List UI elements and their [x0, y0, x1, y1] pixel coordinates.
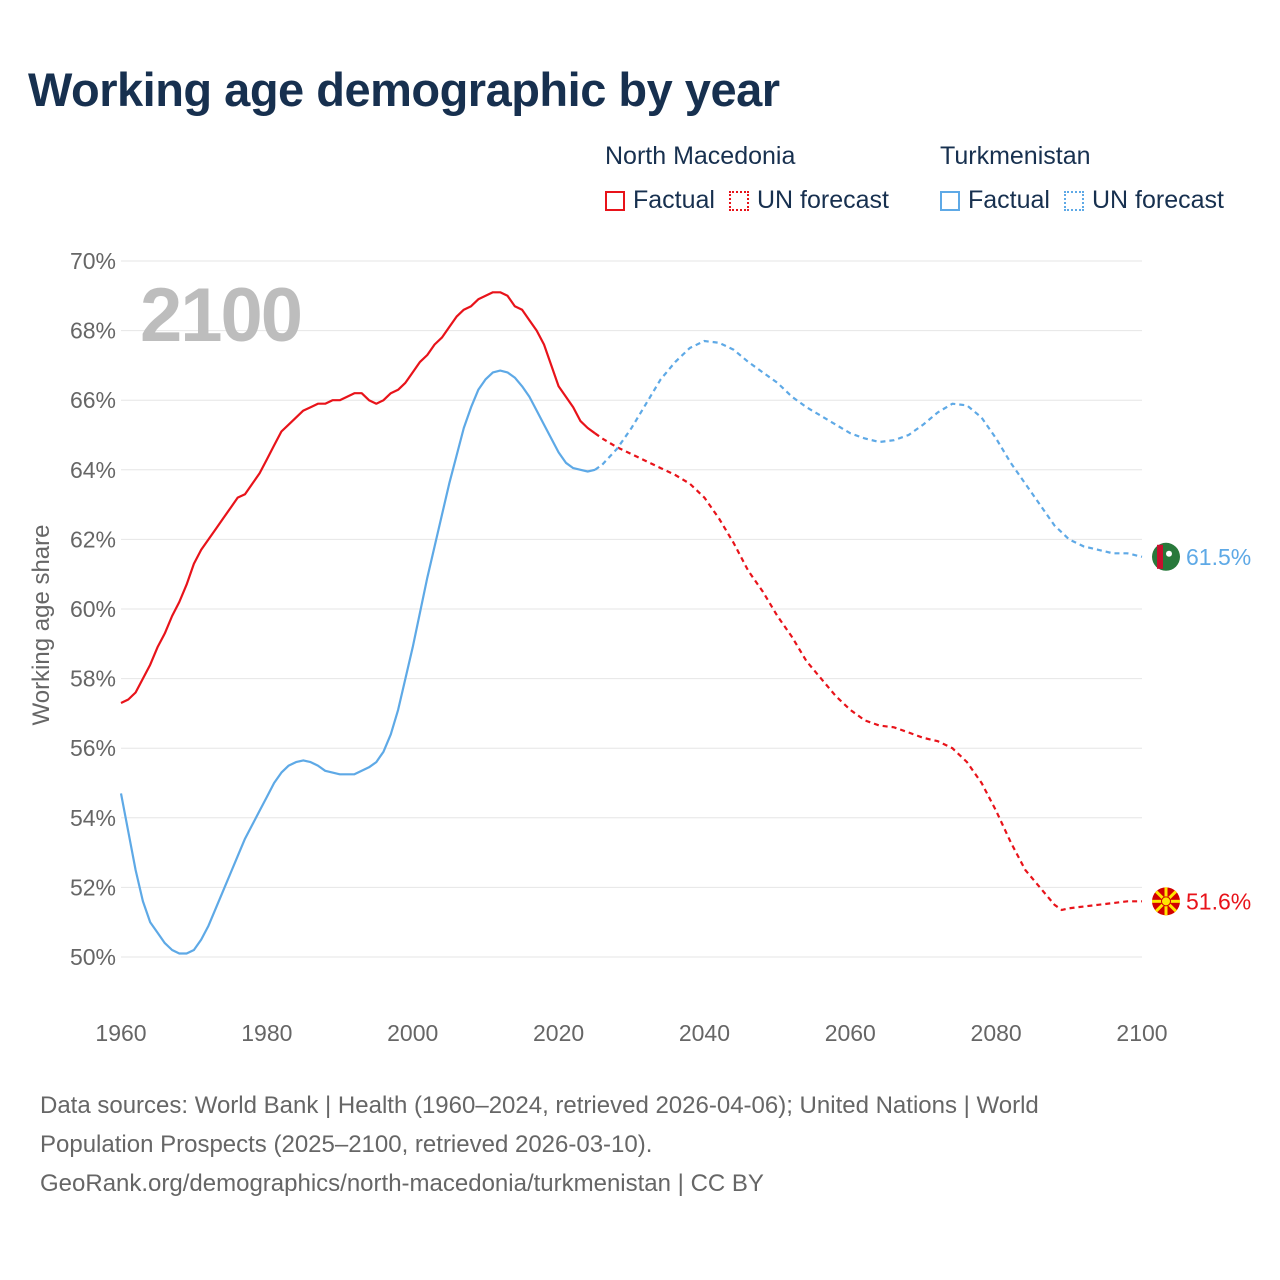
legend-item-forecast[interactable]: UN forecast	[728, 186, 889, 215]
footer-sources-line2: Population Prospects (2025–2100, retriev…	[40, 1131, 653, 1158]
x-tick-label: 2040	[679, 1020, 730, 1046]
x-tick-label: 2100	[1116, 1020, 1167, 1046]
y-tick-label: 70%	[70, 248, 116, 274]
y-tick-label: 54%	[70, 805, 116, 831]
footer: Data sources: World Bank | Health (1960–…	[40, 1086, 1220, 1203]
x-tick-label: 2020	[533, 1020, 584, 1046]
flag-stripe	[1157, 544, 1163, 569]
series-line-forecast	[594, 432, 1142, 912]
legend-group-north-macedonia: North Macedonia Factual UN forecast	[605, 142, 903, 215]
y-tick-label: 64%	[70, 457, 116, 483]
flag-sun	[1161, 896, 1171, 907]
y-tick-label: 52%	[70, 874, 116, 900]
footer-sources-line1: Data sources: World Bank | Health (1960–…	[40, 1092, 1039, 1119]
end-value-label: 51.6%	[1186, 888, 1251, 914]
series-line-factual	[120, 291, 596, 704]
footer-link[interactable]: GeoRank.org/demographics/north-macedonia…	[40, 1170, 764, 1197]
y-tick-label: 62%	[70, 526, 116, 552]
chart-title: Working age demographic by year	[28, 63, 780, 116]
line-chart: 50% 52% 54% 56% 58% 60% 62% 64% 66% 68% 70% 1960 198…	[70, 248, 1251, 1046]
flag-background	[1152, 542, 1180, 571]
x-tick-label: 2080	[971, 1020, 1022, 1046]
legend-label: Factual	[968, 186, 1050, 214]
y-tick-label: 58%	[70, 666, 116, 692]
legend-group-title: North Macedonia	[605, 142, 796, 170]
legend-group-turkmenistan: Turkmenistan Factual UN forecast	[940, 142, 1238, 215]
flag-crescent	[1166, 550, 1172, 557]
legend-label: UN forecast	[756, 186, 889, 214]
x-tick-label: 2060	[825, 1020, 876, 1046]
gridlines	[121, 260, 1142, 958]
legend-swatch-dotted	[728, 190, 749, 211]
y-tick-label: 60%	[70, 596, 116, 622]
year-overlay: 2100	[140, 273, 303, 358]
legend-swatch-dotted	[1063, 190, 1084, 211]
series-line-factual	[119, 369, 596, 955]
legend-group-title: Turkmenistan	[940, 142, 1091, 170]
y-tick-label: 56%	[70, 735, 116, 761]
x-tick-label: 2000	[387, 1020, 438, 1046]
flag-north-macedonia-icon	[1152, 887, 1180, 916]
y-tick-label: 66%	[70, 387, 116, 413]
legend-label: UN forecast	[1091, 186, 1224, 214]
end-value-label: 61.5%	[1186, 544, 1251, 570]
end-markers: 51.6% 61.5%	[1152, 542, 1251, 916]
legend-item-factual[interactable]: Factual	[940, 186, 1050, 215]
legend-label: Factual	[633, 186, 715, 214]
series-lines	[119, 291, 1143, 955]
series-line-forecast	[594, 339, 1143, 558]
legend-item-forecast[interactable]: UN forecast	[1063, 186, 1224, 215]
y-tick-label: 68%	[70, 318, 116, 344]
x-tick-label: 1980	[241, 1020, 292, 1046]
x-tick-label: 1960	[95, 1020, 146, 1046]
flag-turkmenistan-icon	[1152, 542, 1180, 571]
y-tick-label: 50%	[70, 944, 116, 970]
legend-swatch-solid	[940, 190, 960, 211]
axis-ticks: 50% 52% 54% 56% 58% 60% 62% 64% 66% 68% 70% 1960 198…	[70, 248, 1168, 1046]
legend-item-factual[interactable]: Factual	[605, 186, 715, 215]
legend-swatch-solid	[605, 190, 625, 211]
